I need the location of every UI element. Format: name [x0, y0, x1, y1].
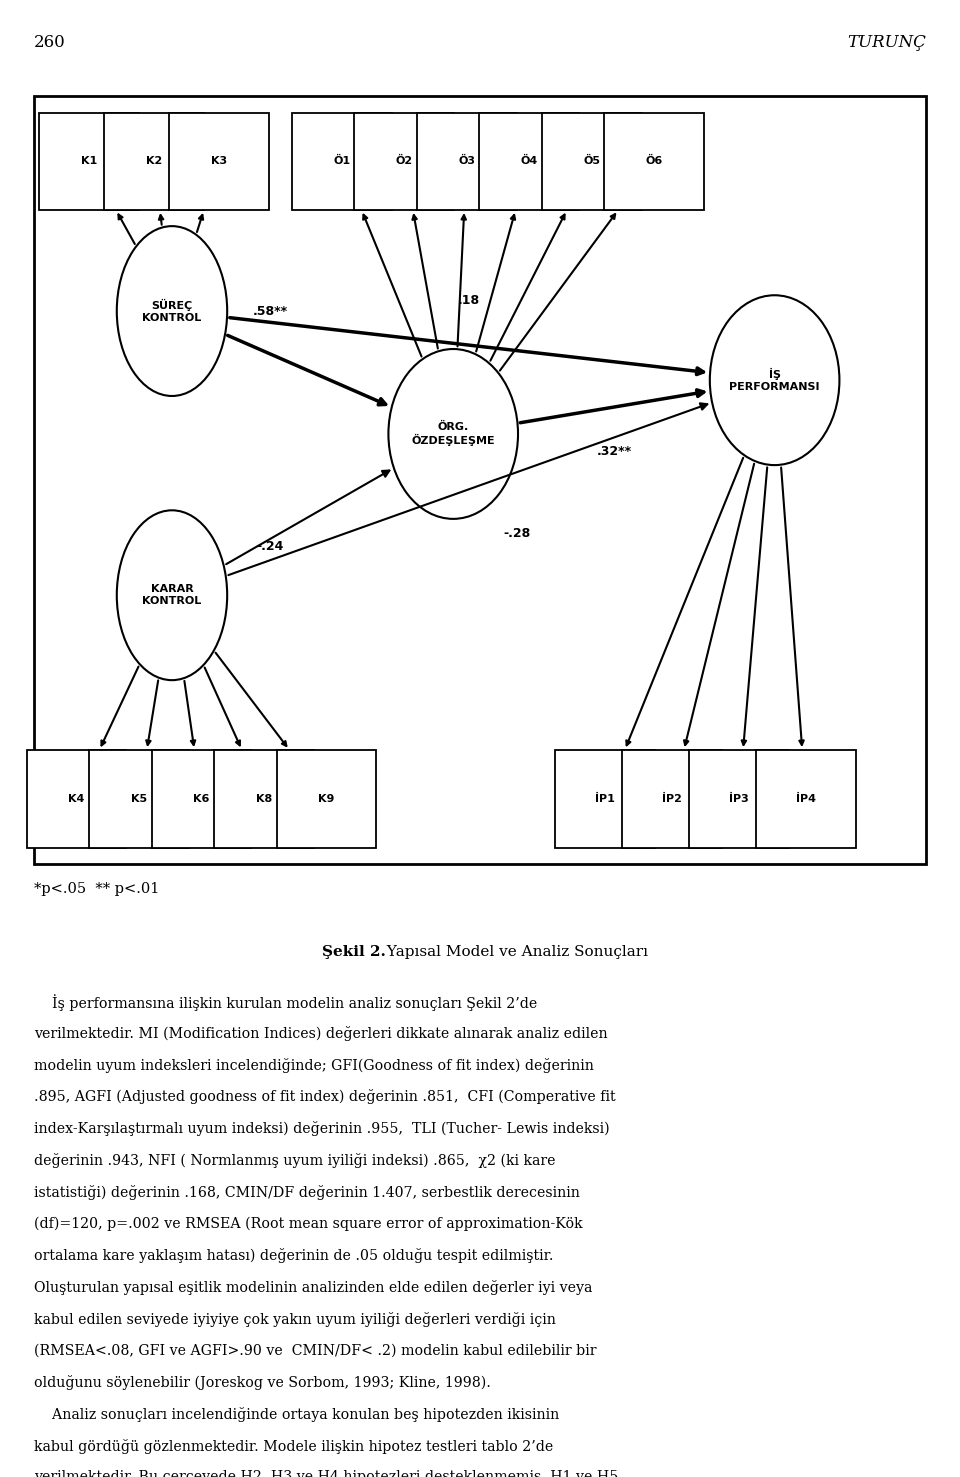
- FancyBboxPatch shape: [541, 112, 641, 210]
- Text: Ö1: Ö1: [333, 157, 350, 167]
- Text: .18: .18: [458, 294, 480, 307]
- Text: Yapısal Model ve Analiz Sonuçları: Yapısal Model ve Analiz Sonuçları: [382, 945, 648, 959]
- Text: -.24: -.24: [256, 539, 284, 552]
- FancyBboxPatch shape: [479, 112, 579, 210]
- FancyBboxPatch shape: [89, 750, 189, 848]
- Text: -.28: -.28: [503, 527, 531, 541]
- Text: istatistiği) değerinin .168, CMIN/DF değerinin 1.407, serbestlik derecesinin: istatistiği) değerinin .168, CMIN/DF değ…: [34, 1185, 580, 1199]
- Text: İP2: İP2: [662, 793, 682, 803]
- Text: index-Karşılaştırmalı uyum indeksi) değerinin .955,  TLI (Tucher- Lewis indeksi): index-Karşılaştırmalı uyum indeksi) değe…: [34, 1121, 610, 1136]
- Text: ortalama kare yaklaşım hatası) değerinin de .05 olduğu tespit edilmiştir.: ortalama kare yaklaşım hatası) değerinin…: [34, 1248, 553, 1263]
- Text: K8: K8: [255, 793, 272, 803]
- Text: kabul edilen seviyede iyiyiye çok yakın uyum iyiliği değerleri verdiği için: kabul edilen seviyede iyiyiye çok yakın …: [34, 1312, 556, 1326]
- Text: K3: K3: [211, 157, 228, 167]
- Text: Ö4: Ö4: [520, 157, 538, 167]
- FancyBboxPatch shape: [276, 750, 376, 848]
- Text: KARAR
KONTROL: KARAR KONTROL: [142, 585, 202, 606]
- Text: TURUNÇ: TURUNÇ: [848, 34, 926, 52]
- Text: .32**: .32**: [596, 445, 632, 458]
- Text: 260: 260: [34, 34, 65, 52]
- Text: (df)=120, p=.002 ve RMSEA (Root mean square error of approximation-Kök: (df)=120, p=.002 ve RMSEA (Root mean squ…: [34, 1217, 582, 1230]
- Text: Ö5: Ö5: [583, 157, 600, 167]
- Text: K1: K1: [81, 157, 97, 167]
- Text: K4: K4: [68, 793, 84, 803]
- Text: ÖRG.
ÖZDEŞLEŞME: ÖRG. ÖZDEŞLEŞME: [412, 422, 495, 446]
- Text: Analiz sonuçları incelendiğinde ortaya konulan beş hipotezden ikisinin: Analiz sonuçları incelendiğinde ortaya k…: [34, 1406, 559, 1422]
- FancyBboxPatch shape: [39, 112, 139, 210]
- Text: değerinin .943, NFI ( Normlanmış uyum iyiliği indeksi) .865,  χ2 (ki kare: değerinin .943, NFI ( Normlanmış uyum iy…: [34, 1152, 555, 1168]
- FancyBboxPatch shape: [555, 750, 655, 848]
- Ellipse shape: [709, 295, 839, 465]
- Text: İŞ
PERFORMANSI: İŞ PERFORMANSI: [730, 368, 820, 391]
- Text: K2: K2: [146, 157, 162, 167]
- FancyBboxPatch shape: [622, 750, 722, 848]
- FancyBboxPatch shape: [756, 750, 855, 848]
- FancyBboxPatch shape: [417, 112, 516, 210]
- Text: olduğunu söylenebilir (Joreskog ve Sorbom, 1993; Kline, 1998).: olduğunu söylenebilir (Joreskog ve Sorbo…: [34, 1375, 491, 1390]
- Ellipse shape: [117, 511, 228, 679]
- FancyBboxPatch shape: [292, 112, 392, 210]
- Text: K9: K9: [319, 793, 335, 803]
- Ellipse shape: [117, 226, 228, 396]
- Text: .895, AGFI (Adjusted goodness of fit index) değerinin .851,  CFI (Comperative fi: .895, AGFI (Adjusted goodness of fit ind…: [34, 1090, 615, 1105]
- Text: *p<.05  ** p<.01: *p<.05 ** p<.01: [34, 882, 159, 895]
- Text: Oluşturulan yapısal eşitlik modelinin analizinden elde edilen değerler iyi veya: Oluşturulan yapısal eşitlik modelinin an…: [34, 1279, 592, 1295]
- Text: İP1: İP1: [595, 793, 615, 803]
- Text: İP3: İP3: [729, 793, 749, 803]
- Ellipse shape: [389, 349, 518, 518]
- FancyBboxPatch shape: [214, 750, 314, 848]
- FancyBboxPatch shape: [169, 112, 269, 210]
- Text: İş performansına ilişkin kurulan modelin analiz sonuçları Şekil 2’de: İş performansına ilişkin kurulan modelin…: [34, 994, 537, 1010]
- Text: Ö3: Ö3: [458, 157, 475, 167]
- FancyBboxPatch shape: [152, 750, 252, 848]
- Text: (RMSEA<.08, GFI ve AGFI>.90 ve  CMIN/DF< .2) modelin kabul edilebilir bir: (RMSEA<.08, GFI ve AGFI>.90 ve CMIN/DF< …: [34, 1344, 596, 1357]
- Text: verilmektedir. MI (Modification Indices) değerleri dikkate alınarak analiz edile: verilmektedir. MI (Modification Indices)…: [34, 1027, 608, 1041]
- Text: Şekil 2.: Şekil 2.: [322, 945, 386, 959]
- FancyBboxPatch shape: [27, 750, 127, 848]
- Text: modelin uyum indeksleri incelendiğinde; GFI(Goodness of fit index) değerinin: modelin uyum indeksleri incelendiğinde; …: [34, 1058, 593, 1072]
- FancyBboxPatch shape: [354, 112, 454, 210]
- Text: Ö2: Ö2: [396, 157, 413, 167]
- Text: kabul gördüğü gözlenmektedir. Modele ilişkin hipotez testleri tablo 2’de: kabul gördüğü gözlenmektedir. Modele ili…: [34, 1439, 553, 1453]
- Text: İP4: İP4: [796, 793, 816, 803]
- Text: verilmektedir. Bu çerçevede H2, H3 ve H4 hipotezleri desteklenmemiş, H1 ve H5: verilmektedir. Bu çerçevede H2, H3 ve H4…: [34, 1471, 618, 1477]
- FancyBboxPatch shape: [689, 750, 789, 848]
- Text: K5: K5: [131, 793, 147, 803]
- Text: K6: K6: [193, 793, 209, 803]
- FancyBboxPatch shape: [105, 112, 204, 210]
- FancyBboxPatch shape: [604, 112, 704, 210]
- Text: Ö6: Ö6: [645, 157, 662, 167]
- Text: .58**: .58**: [252, 306, 288, 318]
- Text: SÜREÇ
KONTROL: SÜREÇ KONTROL: [142, 300, 202, 323]
- FancyBboxPatch shape: [34, 96, 926, 864]
